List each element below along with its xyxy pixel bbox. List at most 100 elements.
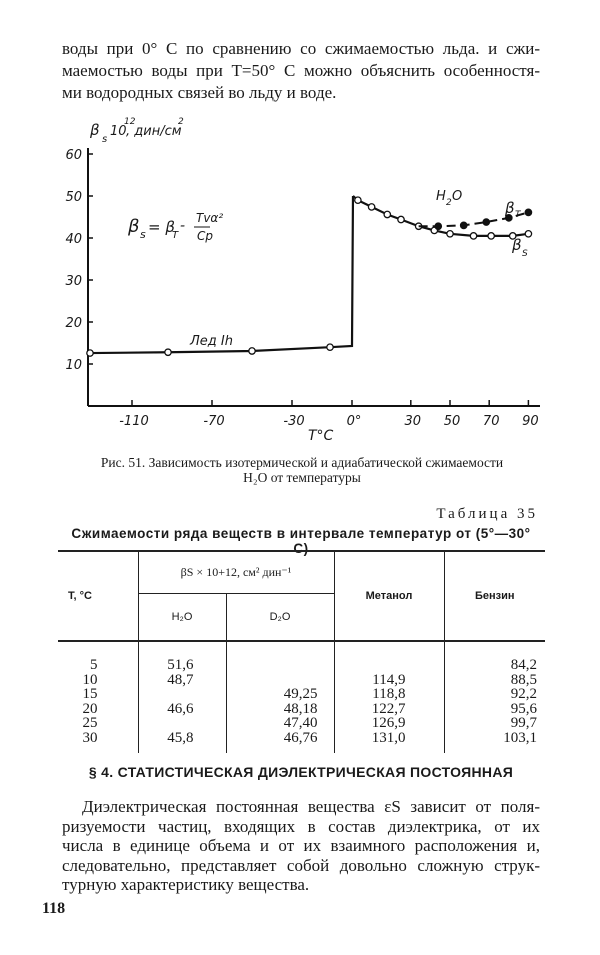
cell-benzene: 84,2 (443, 641, 545, 673)
text-line: турную характеристику вещества. (62, 875, 310, 894)
header-benzene: Бензин (443, 551, 545, 642)
y-tick-label: 60 (65, 148, 82, 163)
x-tick-label: 50 (444, 414, 461, 429)
cell-benzene: 99,7 (443, 716, 545, 731)
data-point-βT (459, 221, 468, 230)
cell-d2o (225, 641, 334, 673)
section-heading: § 4. СТАТИСТИЧЕСКАЯ ДИЭЛЕКТРИЧЕСКАЯ ПОСТ… (88, 764, 514, 780)
cell-benzene: 103,1 (443, 730, 545, 753)
data-point-βS (487, 232, 496, 240)
cell-h2o (137, 687, 226, 702)
table-row: 25 47,40 126,9 99,7 (58, 716, 545, 731)
x-tick-label: -70 (203, 414, 224, 429)
cell-d2o (225, 672, 334, 687)
y-tick-label: 10 (65, 358, 82, 373)
cell-d2o: 46,76 (225, 730, 334, 753)
formula: β s = β T - Tvα² Cp (127, 211, 223, 243)
data-point-βS (354, 196, 362, 205)
data-point-βS (383, 210, 392, 219)
page-number: 118 (42, 900, 66, 917)
table-row: 5 51,6 84,2 (58, 641, 545, 673)
chart-axes (87, 148, 540, 407)
header-methanol: Метанол (333, 551, 444, 642)
table-row: 15 49,25 118,8 92,2 (58, 687, 545, 702)
cell-t: 25 (82, 715, 98, 731)
cell-d2o: 49,25 (225, 687, 334, 702)
label-beta-t: β (504, 199, 515, 217)
x-tick-label: 90 (522, 414, 539, 429)
x-tick-label: -110 (119, 414, 149, 429)
annotation-water-rest: O (452, 189, 462, 204)
cell-t: 10 (82, 671, 98, 688)
data-point-ice (248, 347, 256, 355)
y-axis-label-exp: 12 (124, 117, 136, 127)
x-tick-label: -30 (283, 414, 304, 429)
svg-text:T: T (172, 230, 179, 241)
text-line: Диэлектрическая постоянная вещества εS з… (82, 797, 540, 816)
annotation-water: H (436, 189, 446, 204)
cell-benzene: 95,6 (443, 701, 545, 716)
data-point-βS (524, 229, 533, 238)
table-number: Таблица 35 (436, 506, 538, 522)
caption-line: H₂O от температуры (243, 470, 361, 485)
svg-text:β: β (127, 216, 140, 237)
cell-methanol: 126,9 (333, 716, 444, 731)
cell-d2o: 47,40 (225, 716, 334, 731)
table-row: 20 46,6 48,18 122,7 95,6 (58, 700, 545, 717)
data-point-βS (397, 215, 405, 224)
text-line: ми водородных связей во льду и воде. (62, 83, 337, 102)
table-row: 10 48,7 114,9 88,5 (58, 671, 545, 688)
data-point-ice (86, 349, 94, 357)
cell-h2o: 51,6 (137, 641, 226, 673)
data-point-βT (482, 218, 491, 226)
svg-text:s: s (140, 228, 146, 241)
y-axis-label: β (89, 121, 100, 139)
annotation-ice: Лед Ih (189, 334, 233, 349)
bottom-paragraph: Диэлектрическая постоянная вещества εS з… (62, 797, 540, 895)
cell-methanol: 118,8 (333, 687, 444, 702)
data-point-ice (326, 343, 334, 352)
cell-t: 30 (82, 729, 98, 746)
compressibility-table: T, °C βS × 10+12, см² дин⁻¹ Метанол Бенз… (58, 550, 545, 753)
header-group: βS × 10+12, см² дин⁻¹ (137, 551, 334, 594)
cell-h2o: 45,8 (137, 730, 226, 753)
top-paragraph: воды при 0° С по сравнению со сжимаемост… (62, 38, 540, 104)
compressibility-chart: 10 20 30 40 50 60 -110 -70 -30 0° 30 50 70 90 β s 10… (65, 117, 540, 444)
figure-caption: Рис. 51. Зависимость изотермической и ад… (62, 455, 542, 485)
cell-h2o: 48,7 (137, 672, 226, 687)
text-line: следовательно, представляет собой доволь… (62, 855, 540, 875)
label-beta-s-sub: S (522, 249, 528, 259)
y-axis-label-unit: , дин/см (126, 124, 182, 139)
cell-benzene: 92,2 (443, 687, 545, 702)
y-axis-label-rest: 10 (110, 124, 127, 139)
header-h2o: H₂O (137, 593, 226, 642)
data-point-ice (164, 348, 172, 357)
y-tick-label: 40 (65, 232, 82, 247)
data-point-βT (434, 222, 443, 231)
text-line: воды при 0° С по сравнению со сжимаемост… (62, 39, 540, 58)
cell-h2o (137, 716, 226, 731)
series-line-ice (89, 195, 355, 355)
text-line: маемостью воды при T=50° С можно объясни… (62, 61, 540, 80)
cell-t: 5 (90, 657, 98, 673)
svg-text:Tvα²: Tvα² (196, 211, 223, 225)
svg-text:= β: = β (148, 218, 175, 236)
cell-t: 15 (82, 686, 98, 702)
annotation-water-sub: 2 (446, 198, 452, 208)
data-point-βT (504, 213, 513, 222)
y-tick-label: 20 (65, 316, 82, 331)
x-tick-label: 0° (347, 414, 362, 429)
data-point-βT (524, 208, 533, 217)
cell-methanol: 114,9 (333, 672, 444, 687)
data-point-βS (367, 203, 376, 211)
label-beta-s: β (511, 236, 522, 254)
caption-line: Рис. 51. Зависимость изотермической и ад… (100, 455, 504, 470)
data-point-βS (446, 229, 454, 238)
cell-t: 20 (82, 700, 98, 717)
cell-methanol: 131,0 (333, 730, 444, 753)
cell-h2o: 46,6 (137, 701, 226, 716)
data-point-βS (469, 232, 478, 240)
cell-methanol (333, 641, 444, 673)
y-tick-label: 50 (65, 190, 82, 205)
svg-text:-: - (180, 218, 185, 234)
